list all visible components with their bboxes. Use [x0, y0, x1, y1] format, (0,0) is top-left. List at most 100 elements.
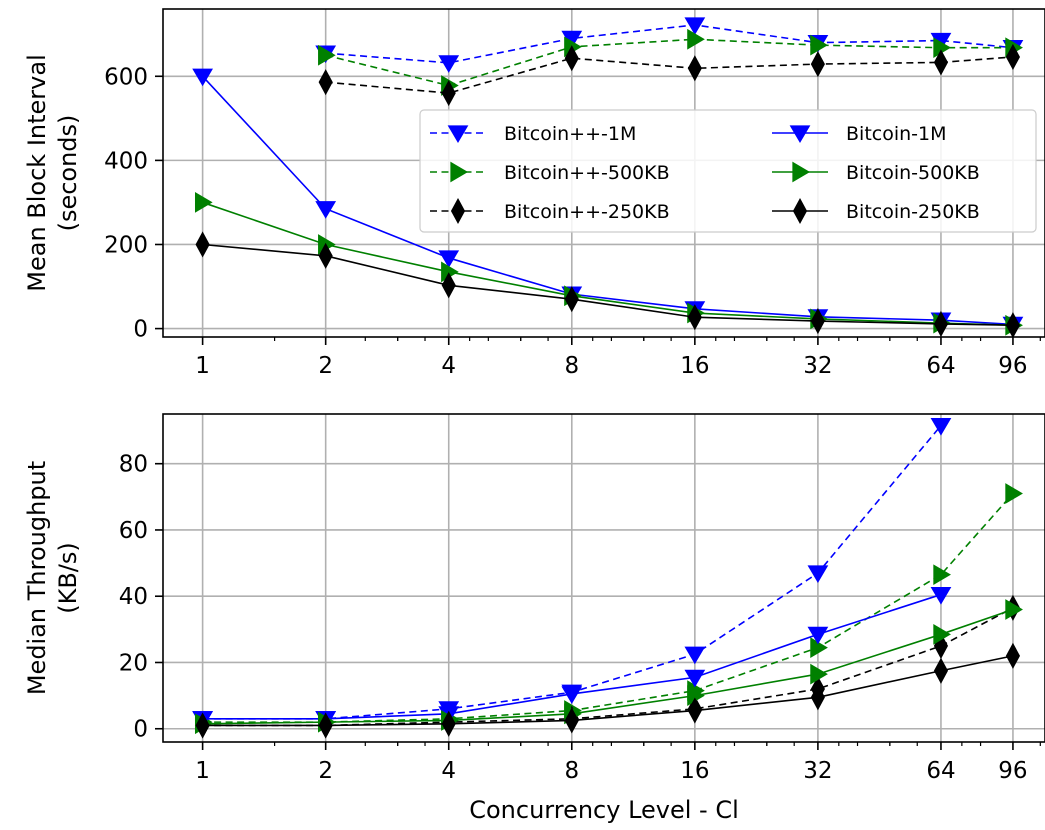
y-tick-label: 20 [119, 650, 148, 676]
data-point [684, 646, 706, 665]
data-point [810, 663, 828, 685]
y-tick-label: 40 [119, 584, 148, 610]
x-tick-label: 32 [803, 353, 832, 379]
data-point [192, 68, 213, 87]
data-point [441, 710, 456, 737]
data-point [933, 49, 949, 76]
legend-marker [450, 161, 469, 183]
data-point [687, 697, 702, 724]
axes-frame [162, 8, 1045, 338]
legend-item-bitcoinplusplus-250kb: Bitcoin++-250KB [430, 197, 670, 225]
x-tick-label: 96 [998, 758, 1027, 784]
y-tick-label: 80 [119, 452, 148, 478]
bottom-chart-panel: 1 2 4 8 16 32 64 96 0 20 40 60 80 Median Throughput (K… [23, 413, 1045, 824]
data-point [1005, 483, 1023, 504]
axes-frame [162, 413, 1045, 743]
series-bitcoin-250kb [195, 231, 1021, 339]
x-tick-label: 8 [564, 758, 579, 784]
data-point [561, 686, 583, 704]
series-bitcoinplusplus-1m [315, 17, 1024, 73]
legend-marker [789, 125, 811, 144]
data-point [564, 45, 579, 72]
y-tick-label: 200 [104, 232, 148, 258]
gridlines [163, 414, 1045, 742]
x-axis-title: Concurrency Level - Cl [469, 796, 739, 824]
y-axis-title: Median Throughput [23, 461, 51, 695]
data-point [810, 684, 825, 711]
y-axis-title: Mean Block Interval [23, 54, 51, 291]
data-point [810, 637, 828, 658]
data-point [933, 657, 949, 684]
data-point [930, 417, 952, 436]
legend-label: Bitcoin++-250KB [504, 201, 670, 223]
data-point [195, 231, 210, 258]
x-tick-label: 32 [803, 758, 832, 784]
data-point [684, 17, 706, 35]
legend-label: Bitcoin-500KB [846, 162, 980, 184]
series-line [202, 201, 1013, 327]
data-point [807, 626, 829, 645]
y-tick-label: 400 [104, 148, 148, 174]
data-point [1005, 599, 1023, 620]
data-point [564, 286, 579, 313]
y-axis-subtitle: (seconds) [54, 115, 82, 232]
y-axis-subtitle: (KB/s) [54, 542, 82, 614]
x-tick-label: 96 [998, 353, 1027, 379]
data-point [318, 242, 333, 269]
data-point [933, 623, 951, 645]
x-tick-label: 4 [441, 758, 456, 784]
legend-label: Bitcoin++-1M [504, 123, 636, 145]
y-tick-label: 0 [133, 717, 148, 743]
legend-marker [450, 197, 466, 225]
y-tick-label: 600 [104, 64, 148, 90]
data-point [687, 28, 705, 50]
legend-item-bitcoin-250kb: Bitcoin-250KB [772, 197, 980, 225]
data-point [930, 586, 952, 605]
series-bitcoinplusplus-250kb [318, 43, 1021, 107]
data-point [933, 310, 949, 338]
data-point [438, 55, 460, 73]
data-point [564, 707, 579, 734]
top-chart-panel: 1 2 4 8 16 32 64 96 0 200 400 600 Mean Block Interva… [23, 8, 1045, 379]
series-line [202, 608, 1014, 725]
series-line [325, 56, 1014, 94]
series-line [202, 243, 1013, 327]
data-point [441, 272, 456, 299]
data-point [195, 712, 210, 739]
x-tick-label: 64 [926, 758, 955, 784]
series-bitcoinplusplus-500kb [318, 28, 1023, 96]
series-bitcoin-250kb [195, 642, 1021, 739]
data-point [810, 51, 825, 78]
x-tick-label: 8 [564, 353, 579, 379]
legend-label: Bitcoin-250KB [846, 201, 980, 223]
data-point [438, 250, 460, 268]
series-bitcoin-500kb [194, 599, 1023, 735]
data-point [315, 201, 337, 219]
data-point [807, 565, 829, 584]
legend-label: Bitcoin++-500KB [504, 162, 670, 184]
x-tick-label: 16 [680, 353, 709, 379]
data-point [318, 69, 333, 96]
legend-item-bitcoinplusplus-500kb: Bitcoin++-500KB [430, 161, 670, 184]
x-tick-label: 2 [318, 758, 333, 784]
legend-label: Bitcoin-1M [846, 123, 947, 145]
series-line [325, 24, 1014, 64]
legend-item-bitcoin-1m: Bitcoin-1M [772, 123, 947, 145]
x-tick-label: 2 [318, 353, 333, 379]
data-point [1005, 43, 1021, 70]
data-point [194, 192, 213, 213]
data-point [1005, 642, 1021, 669]
y-tick-label: 60 [119, 518, 148, 544]
x-tick-label: 1 [195, 758, 210, 784]
data-point [810, 307, 825, 335]
legend-item-bitcoin-500kb: Bitcoin-500KB [772, 161, 980, 184]
data-point [687, 304, 702, 331]
data-point [933, 564, 951, 586]
y-tick-label: 0 [133, 317, 148, 343]
legend-marker [792, 197, 808, 225]
x-tick-label: 1 [195, 353, 210, 379]
legend-box [419, 109, 1037, 233]
legend-item-bitcoinplusplus-1m: Bitcoin++-1M [430, 123, 636, 145]
series-line [202, 492, 1014, 723]
legend-marker [792, 161, 811, 183]
